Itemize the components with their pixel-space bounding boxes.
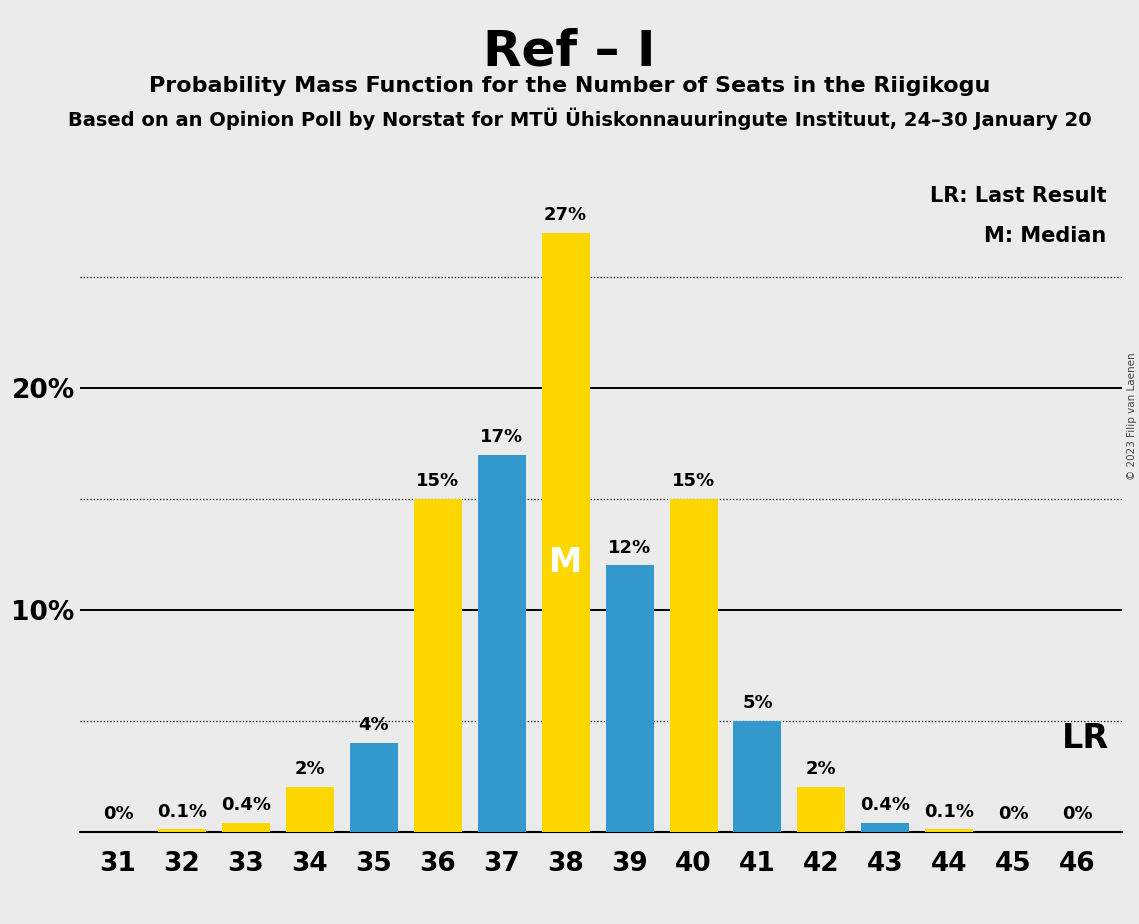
Text: 17%: 17% [481,428,523,445]
Bar [350,743,398,832]
Text: 15%: 15% [672,472,715,490]
Text: 0%: 0% [998,805,1029,822]
Text: LR: LR [1062,722,1109,755]
Bar [797,787,845,832]
Text: 5%: 5% [743,694,772,711]
Text: © 2023 Filip van Laenen: © 2023 Filip van Laenen [1126,352,1137,480]
Text: 0.1%: 0.1% [157,803,207,821]
Bar [158,830,206,832]
Bar [925,830,973,832]
Text: Based on an Opinion Poll by Norstat for MTÜ Ühiskonnauuringute Instituut, 24–30 : Based on an Opinion Poll by Norstat for … [68,107,1092,129]
Text: 27%: 27% [544,206,588,224]
Bar [222,822,270,832]
Text: 0%: 0% [103,805,133,822]
Text: 0.1%: 0.1% [924,803,974,821]
Text: 15%: 15% [416,472,459,490]
Bar [861,822,909,832]
Text: Probability Mass Function for the Number of Seats in the Riigikogu: Probability Mass Function for the Number… [149,76,990,96]
Bar [477,455,526,832]
Text: 0.4%: 0.4% [860,796,910,814]
Bar [734,721,781,832]
Text: 0.4%: 0.4% [221,796,271,814]
Text: M: Median: M: Median [984,226,1106,246]
Text: 4%: 4% [359,716,390,734]
Bar [286,787,334,832]
Text: LR: Last Result: LR: Last Result [929,187,1106,206]
Text: 2%: 2% [806,760,837,778]
Bar [606,565,654,832]
Text: 12%: 12% [608,539,652,556]
Bar [670,499,718,832]
Text: Ref – I: Ref – I [483,28,656,76]
Text: M: M [549,546,582,578]
Bar [542,233,590,832]
Text: 2%: 2% [295,760,326,778]
Bar [413,499,461,832]
Text: 0%: 0% [1062,805,1092,822]
